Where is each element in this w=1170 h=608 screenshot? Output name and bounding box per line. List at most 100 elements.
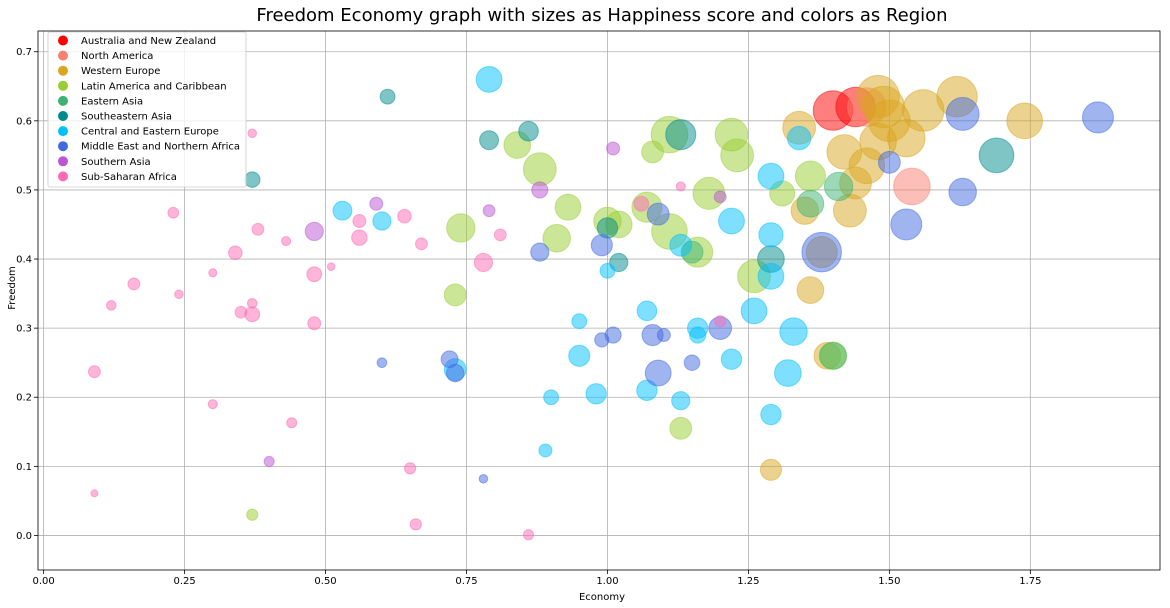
bubble-point (801, 231, 842, 273)
bubble-point (859, 122, 897, 161)
legend-marker (58, 141, 68, 152)
bubble-point (244, 171, 261, 188)
bubble-point (379, 88, 396, 105)
bubble-point (641, 140, 664, 164)
bubble-point (819, 341, 847, 370)
chart-title: Freedom Economy graph with sizes as Happ… (256, 5, 947, 26)
bubble-point (779, 317, 808, 346)
legend-marker (58, 156, 68, 167)
bubble-point (228, 245, 243, 261)
bubble-point (740, 297, 768, 325)
bubble-point (759, 458, 783, 481)
legend-label: Southern Asia (81, 157, 151, 168)
legend-marker (58, 95, 68, 106)
bubble-point (446, 213, 476, 243)
legend-marker (58, 126, 68, 137)
legend-label: North America (81, 51, 153, 62)
bubble-point (307, 316, 322, 331)
bubble-point (493, 228, 507, 242)
y-tick-label: 0.2 (16, 393, 32, 404)
bubble-point (90, 489, 99, 498)
bubble-point (945, 97, 980, 131)
legend-label: Eastern Asia (81, 96, 143, 107)
x-tick-label: 0.00 (33, 576, 55, 587)
bubble-point (403, 462, 417, 475)
bubble-point (208, 268, 218, 278)
legend-label: Middle East and Northern Africa (81, 142, 240, 153)
x-tick-label: 1.50 (878, 576, 900, 587)
bubble-point (542, 224, 571, 253)
bubble-point (656, 328, 671, 343)
bubble-point (893, 167, 931, 206)
bubble-series (87, 65, 1114, 541)
bubble-point (372, 211, 392, 231)
bubble-point (599, 262, 616, 279)
bubble-point (571, 313, 588, 330)
bubble-point (538, 443, 553, 458)
bubble-point (796, 276, 825, 304)
legend-marker (58, 50, 68, 61)
bubble-point (948, 177, 977, 207)
bubble-point (306, 266, 323, 283)
y-tick-label: 0.3 (16, 324, 32, 335)
legend-marker (58, 80, 68, 91)
bubble-point (522, 152, 557, 187)
bubble-point (644, 359, 672, 387)
bubble-point (669, 233, 693, 257)
bubble-point (531, 181, 549, 199)
legend-label: Latin America and Caribbean (81, 81, 227, 92)
bubble-point (720, 348, 743, 370)
bubble-point (479, 130, 500, 151)
bubble-point (478, 473, 489, 484)
bubble-point (636, 300, 658, 322)
bubble-point (482, 204, 496, 218)
bubble-point (585, 383, 607, 405)
bubble-point (718, 207, 745, 235)
bubble-point (167, 206, 180, 219)
bubble-point (518, 120, 539, 142)
bubble-point (720, 138, 755, 173)
x-tick-label: 0.50 (314, 576, 336, 587)
bubble-point (326, 262, 336, 271)
y-axis-label: Freedom (7, 266, 18, 309)
bubble-point (543, 389, 560, 406)
legend-marker (58, 111, 68, 121)
bubble-point (246, 508, 259, 521)
bubble-point (823, 171, 854, 202)
bubble-point (826, 134, 863, 170)
bubble-point (757, 162, 785, 190)
bubble-point (352, 214, 367, 229)
bubble-point (174, 289, 184, 300)
bubble-point (332, 200, 353, 221)
plot-frame (37, 30, 1161, 571)
bubble-point (281, 236, 292, 247)
bubble-point (127, 277, 141, 291)
bubble-point (522, 529, 535, 541)
y-tick-label: 0.5 (16, 185, 32, 196)
bubble-point (590, 234, 613, 257)
bubble-point (646, 202, 670, 226)
bubble-point (263, 455, 275, 468)
bubble-point (530, 242, 550, 262)
bubble-point (1081, 101, 1114, 134)
bubble-point (669, 416, 693, 440)
bubble-point (633, 195, 650, 212)
bubble-point (414, 237, 428, 251)
bubble-point (786, 125, 812, 151)
bubble-point (87, 365, 101, 379)
bubble-point (568, 344, 591, 367)
bubble-point (774, 359, 802, 387)
bubble-point (758, 222, 784, 248)
bubble-point (351, 229, 368, 246)
bubble-point (890, 208, 923, 241)
bubble-point (554, 193, 582, 221)
legend-label: Australia and New Zealand (81, 36, 216, 47)
legend-marker (58, 35, 68, 46)
bubble-point (443, 283, 467, 307)
legend-label: Southeastern Asia (81, 112, 172, 123)
legend-marker (58, 65, 68, 76)
bubble-point (207, 399, 218, 410)
bubble-point (665, 119, 697, 151)
legend-box (47, 31, 247, 188)
